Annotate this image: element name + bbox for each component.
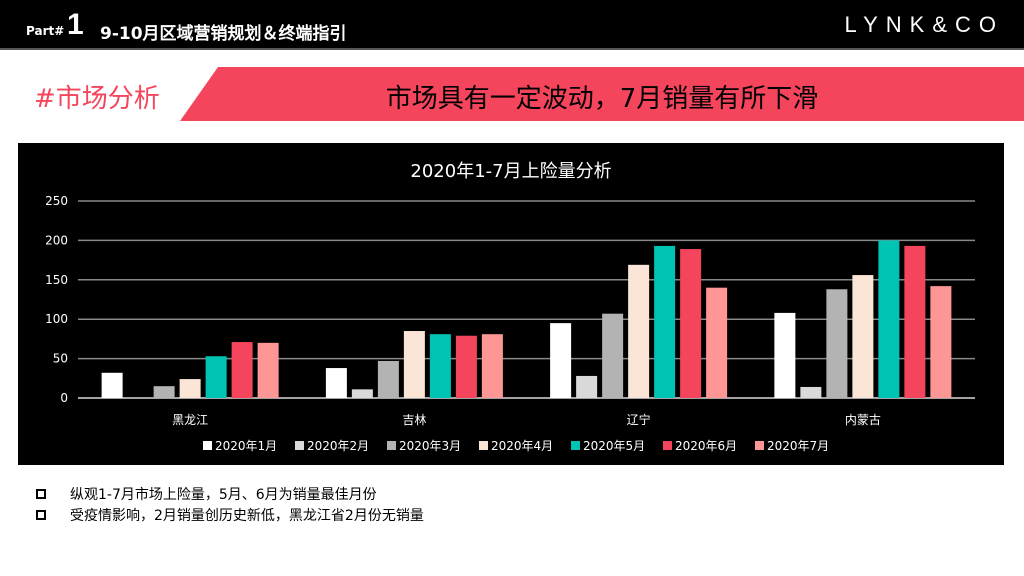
bar — [628, 264, 650, 398]
part-number: 1 — [67, 8, 84, 41]
section-tag: #市场分析 — [34, 84, 160, 114]
bar — [325, 368, 347, 398]
bar — [800, 386, 822, 398]
note-item: 受疫情影响，2月销量创历史新低，黑龙江省2月份无销量 — [36, 504, 424, 525]
headline-banner — [180, 67, 1024, 121]
bar — [231, 342, 253, 398]
bar — [101, 372, 123, 398]
bar — [377, 360, 399, 398]
bar — [179, 379, 201, 398]
legend-label: 2020年3月 — [399, 439, 461, 453]
bar — [153, 386, 175, 398]
legend-label: 2020年4月 — [491, 439, 553, 453]
y-tick-label: 100 — [45, 312, 68, 326]
legend-swatch — [663, 441, 672, 450]
chart-svg: 2020年1-7月上险量分析 0 50 100 150 200 250 黑龙江 吉林 辽宁 内蒙古 2… — [45, 161, 975, 453]
legend-label: 2020年1月 — [215, 439, 277, 453]
bar — [930, 286, 952, 398]
legend-label: 2020年5月 — [583, 439, 645, 453]
y-tick-label: 200 — [45, 233, 68, 247]
top-bar: Part# 1 9-10月区域营销规划＆终端指引 LYNK&CO — [0, 0, 1024, 50]
bar — [257, 342, 279, 398]
bar — [826, 289, 848, 398]
headline: 市场具有一定波动，7月销量有所下滑 — [385, 84, 819, 114]
bar — [878, 240, 900, 398]
page-title: 9-10月区域营销规划＆终端指引 — [100, 24, 347, 44]
legend-swatch — [295, 441, 304, 450]
legend-swatch — [203, 441, 212, 450]
legend-label: 2020年7月 — [767, 439, 829, 453]
part-label: Part# — [26, 24, 65, 38]
bar — [654, 245, 676, 398]
x-tick-label: 黑龙江 — [172, 413, 208, 427]
bar — [576, 375, 598, 398]
bar — [904, 245, 926, 398]
bar — [481, 334, 503, 398]
bar-chart: 2020年1-7月上险量分析 0 50 100 150 200 250 黑龙江 吉林 辽宁 内蒙古 2… — [18, 143, 1004, 465]
legend-swatch — [387, 441, 396, 450]
square-bullet-icon — [36, 509, 46, 520]
bar — [706, 287, 728, 398]
bar — [455, 335, 477, 398]
x-tick-label: 内蒙古 — [845, 412, 881, 427]
y-tick-label: 150 — [45, 273, 68, 287]
bar — [351, 389, 373, 398]
legend-swatch — [479, 441, 488, 450]
lynk-co-logo: LYNK&CO — [844, 12, 1004, 37]
legend-swatch — [755, 441, 764, 450]
square-bullet-icon — [36, 488, 46, 499]
x-tick-label: 辽宁 — [627, 412, 651, 427]
bar — [680, 249, 702, 398]
notes-list: 纵观1-7月市场上险量，5月、6月为销量最佳月份 受疫情影响，2月销量创历史新低… — [36, 483, 424, 525]
legend-swatch — [571, 441, 580, 450]
note-text: 受疫情影响，2月销量创历史新低，黑龙江省2月份无销量 — [70, 507, 424, 524]
note-item: 纵观1-7月市场上险量，5月、6月为销量最佳月份 — [36, 483, 424, 504]
chart-title: 2020年1-7月上险量分析 — [410, 161, 611, 182]
y-tick-label: 250 — [45, 194, 68, 208]
legend-label: 2020年2月 — [307, 439, 369, 453]
bar — [602, 313, 624, 398]
legend-label: 2020年6月 — [675, 439, 737, 453]
bar — [205, 356, 227, 398]
bar — [774, 312, 796, 398]
bar — [852, 275, 874, 398]
bar — [403, 331, 425, 398]
bar — [429, 334, 451, 398]
y-tick-label: 50 — [53, 352, 68, 366]
note-text: 纵观1-7月市场上险量，5月、6月为销量最佳月份 — [70, 486, 377, 503]
bar — [550, 323, 572, 398]
x-tick-label: 吉林 — [402, 413, 426, 427]
y-tick-label: 0 — [60, 391, 68, 405]
